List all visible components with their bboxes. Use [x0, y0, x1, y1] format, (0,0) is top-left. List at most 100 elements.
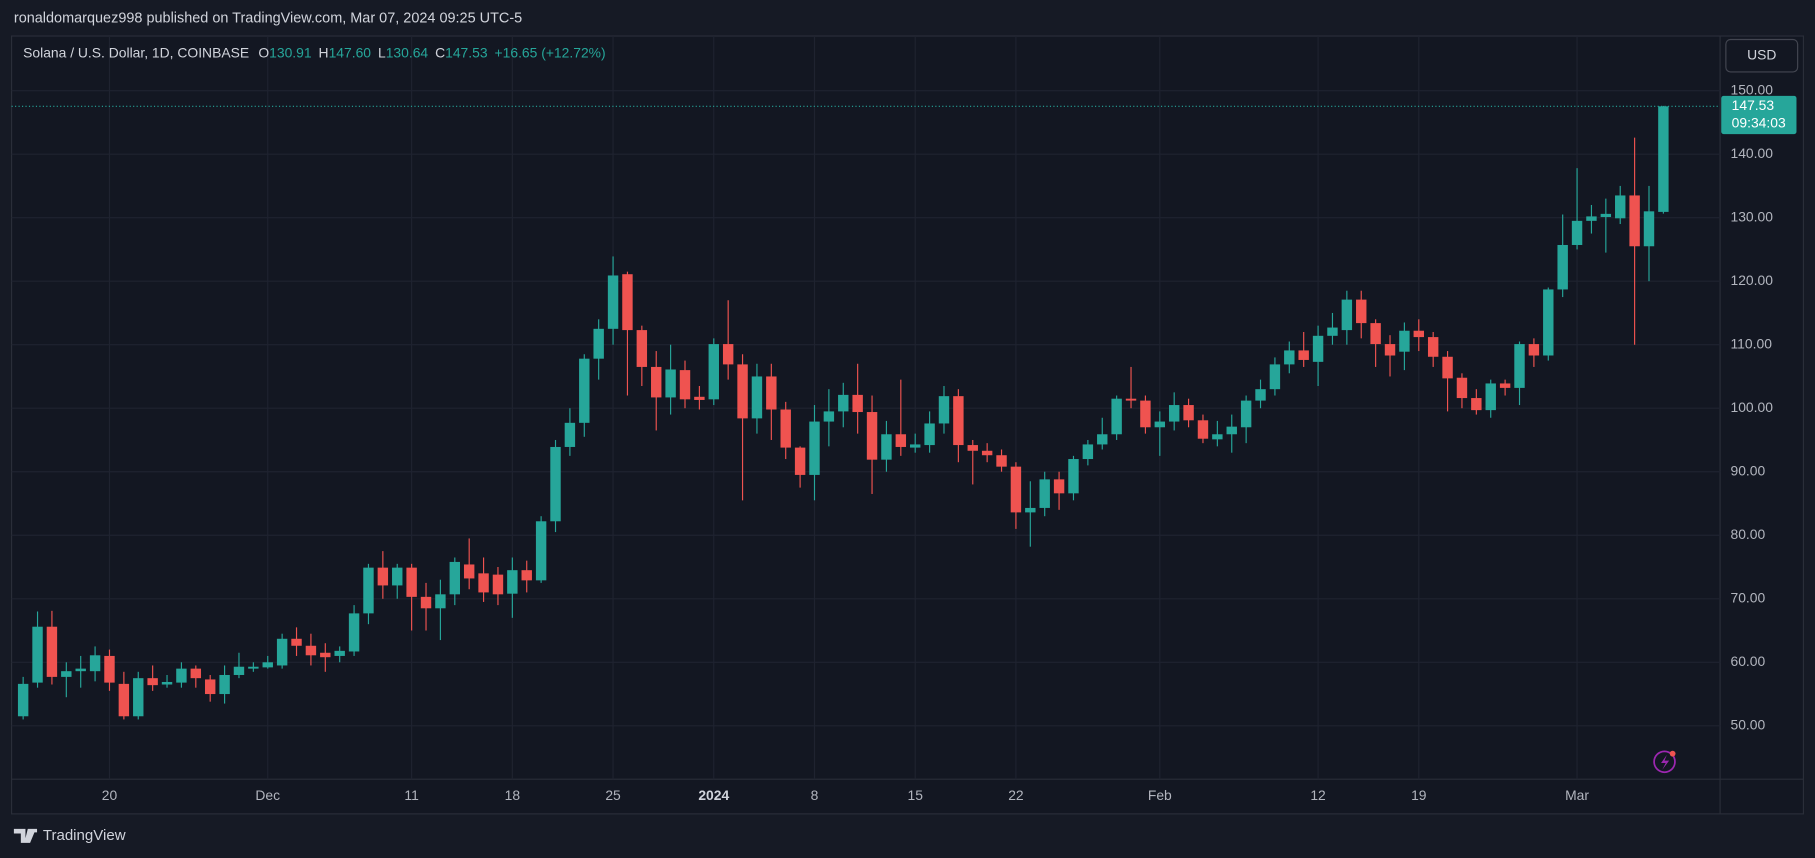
candle-body [766, 376, 777, 410]
y-tick-label: 130.00 [1731, 208, 1774, 224]
x-tick-label: 25 [605, 787, 621, 803]
candle-body [1341, 299, 1353, 331]
candle-body [1312, 335, 1324, 362]
candle-body [967, 445, 978, 451]
icon-bolt[interactable] [1661, 754, 1670, 770]
candle-body [507, 570, 518, 594]
candle-body [1168, 405, 1180, 422]
candle-body [46, 626, 58, 677]
candle-body [1528, 344, 1540, 356]
candle-body [320, 652, 331, 658]
x-tick-label: 11 [404, 787, 419, 803]
candle-body [550, 446, 561, 522]
legend-value: 147.53 [445, 44, 488, 60]
candle-body [521, 570, 532, 581]
currency-label[interactable]: USD [1747, 46, 1776, 62]
candle-body [435, 594, 446, 609]
grid [11, 36, 1721, 780]
candle-body [1629, 195, 1640, 247]
candle-body [665, 369, 676, 398]
candle-body [1514, 344, 1525, 388]
x-tick-label: 19 [1411, 787, 1427, 803]
candle-body [794, 447, 806, 475]
y-tick-label: 140.00 [1731, 145, 1774, 161]
candle-body [1269, 364, 1281, 390]
candle-body [1615, 195, 1626, 219]
x-tick-label: 18 [505, 787, 521, 803]
x-tick-label: Feb [1148, 787, 1172, 803]
candle-body [579, 358, 590, 423]
last-price-box [1721, 95, 1797, 135]
candle-body [1658, 106, 1669, 212]
legend-value: 130.64 [386, 44, 429, 60]
x-tick-label: Mar [1565, 787, 1589, 803]
candle-body [420, 596, 432, 609]
candle-body [1399, 330, 1410, 352]
icon-ring[interactable] [1653, 750, 1676, 774]
lightning-icon[interactable] [1653, 750, 1676, 774]
brand-name: TradingView [43, 827, 126, 844]
candle-body [1643, 211, 1655, 247]
candle-body [118, 683, 130, 717]
countdown-label: 09:34:03 [1732, 114, 1786, 130]
candle-body [607, 275, 619, 329]
candle-body [1097, 434, 1108, 445]
candle-body [233, 666, 245, 675]
candle-body [1586, 216, 1597, 221]
candle-body [679, 370, 691, 400]
candle-body [348, 613, 360, 652]
candles [11, 105, 1721, 720]
candle-body [305, 645, 317, 656]
candle-body [291, 638, 302, 646]
candle-body [478, 573, 489, 593]
published-note: ronaldomarquez998 published on TradingVi… [14, 10, 522, 26]
candle-body [1543, 289, 1554, 356]
candle-body [1471, 398, 1482, 411]
candle-body [1140, 400, 1151, 428]
y-tick-label: 70.00 [1731, 589, 1766, 605]
candle-body [204, 679, 216, 695]
candle-body [176, 668, 187, 683]
candle-body [852, 394, 863, 413]
x-tick-label: Dec [255, 787, 280, 803]
currency-button[interactable] [1725, 38, 1799, 73]
candle-body [1370, 323, 1381, 345]
candle-body [737, 364, 748, 419]
candle-body [1298, 350, 1309, 360]
candle-body [377, 567, 389, 586]
x-tick-label: 22 [1008, 787, 1024, 803]
legend-key: H [319, 44, 329, 60]
candle-body [1111, 398, 1122, 435]
candle-body [938, 396, 950, 424]
legend-key: L [378, 44, 386, 60]
x-tick-label: 12 [1310, 787, 1326, 803]
candle-body [392, 567, 403, 586]
labels: 50.0060.0070.0080.0090.00100.00110.00120… [102, 81, 1797, 803]
legend-change: +16.65 (+12.72%) [495, 44, 606, 60]
candle-body [1356, 299, 1367, 324]
y-tick-label: 80.00 [1731, 526, 1766, 542]
chart-pane [10, 35, 1805, 815]
candle-body [1499, 383, 1511, 388]
y-tick-label: 100.00 [1731, 399, 1774, 415]
candle-body [780, 409, 791, 448]
candle-body [924, 423, 935, 446]
candle-body [910, 444, 921, 448]
candle-body [276, 638, 288, 666]
candle-body [75, 668, 86, 672]
candle-body [1197, 420, 1209, 439]
y-tick-label: 90.00 [1731, 462, 1766, 478]
candle-body [593, 328, 604, 359]
candle-body [248, 666, 259, 669]
candle-body [722, 344, 734, 365]
brand: TradingView [13, 827, 126, 844]
icon-dot[interactable] [1669, 750, 1676, 757]
legend-value: 130.91 [269, 44, 312, 60]
y-tick-label: 60.00 [1731, 653, 1766, 669]
x-tick-label: 8 [811, 787, 819, 803]
candle-body [492, 574, 504, 595]
candle-body [133, 678, 144, 717]
candle-body [564, 422, 576, 447]
